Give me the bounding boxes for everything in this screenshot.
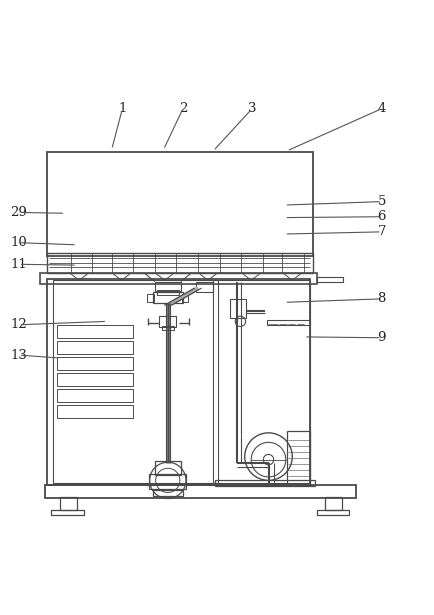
Bar	[59, 497, 77, 510]
Bar	[157, 290, 178, 295]
Text: 4: 4	[377, 102, 385, 115]
Bar	[40, 273, 316, 284]
Bar	[56, 389, 133, 402]
Text: 12: 12	[10, 319, 27, 331]
Bar	[56, 341, 133, 354]
Bar	[45, 485, 355, 498]
Bar	[316, 277, 342, 282]
Bar	[159, 316, 176, 327]
Bar	[213, 280, 310, 483]
Bar	[47, 279, 310, 485]
Bar	[155, 282, 181, 291]
Bar	[195, 282, 213, 292]
Text: 1: 1	[118, 102, 126, 115]
Text: 2: 2	[178, 102, 187, 115]
Text: 29: 29	[10, 206, 27, 219]
Bar	[149, 474, 186, 489]
Bar	[161, 326, 174, 330]
Bar	[324, 497, 341, 510]
Text: 11: 11	[10, 258, 27, 271]
Bar	[47, 253, 312, 273]
Bar	[47, 152, 312, 256]
Text: 9: 9	[377, 331, 385, 344]
Bar	[56, 357, 133, 370]
Bar	[147, 294, 153, 302]
Bar	[53, 280, 217, 483]
Bar	[215, 480, 314, 486]
Text: 10: 10	[10, 236, 27, 249]
Bar	[56, 325, 133, 338]
Bar	[152, 292, 183, 303]
Text: 3: 3	[247, 102, 256, 115]
Bar	[155, 461, 181, 475]
Text: 7: 7	[377, 225, 385, 239]
Bar	[230, 299, 245, 319]
Bar	[266, 320, 310, 325]
Bar	[56, 373, 133, 386]
Bar	[56, 405, 133, 418]
Bar	[51, 510, 83, 515]
Bar	[316, 510, 349, 515]
Bar	[286, 430, 310, 485]
Text: 8: 8	[377, 292, 385, 306]
Text: 13: 13	[10, 349, 27, 362]
Text: 6: 6	[377, 210, 385, 223]
Bar	[152, 490, 183, 496]
Text: 5: 5	[377, 195, 385, 208]
Bar	[182, 294, 187, 302]
